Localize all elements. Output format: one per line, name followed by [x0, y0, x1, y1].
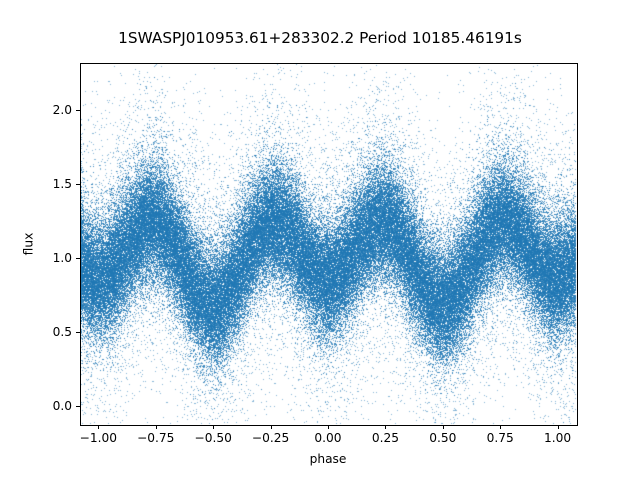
y-tick-mark [76, 110, 80, 111]
x-tick-label: 0.00 [314, 431, 342, 445]
x-tick-mark [213, 425, 214, 429]
y-axis-label-text: flux [21, 232, 35, 255]
y-tick-label: 0.0 [52, 399, 72, 414]
x-tick-mark [443, 425, 444, 429]
x-tick-label: −0.25 [251, 431, 290, 445]
x-tick-label: −0.50 [194, 431, 232, 445]
y-tick-label: 0.5 [52, 325, 72, 340]
x-tick-mark [98, 425, 99, 429]
x-axis-label: phase [309, 452, 347, 466]
x-tick-mark [328, 425, 329, 429]
y-tick-label: 1.0 [52, 251, 72, 266]
x-tick-label: −0.75 [137, 431, 175, 445]
y-tick-mark [76, 332, 80, 333]
x-tick-mark [500, 425, 501, 429]
x-tick-label: 1.00 [544, 431, 572, 445]
y-tick-mark [76, 258, 80, 259]
y-tick-mark [76, 184, 80, 185]
y-tick-label: 1.5 [52, 177, 72, 192]
x-tick-mark [156, 425, 157, 429]
x-tick-label: 0.75 [486, 431, 514, 445]
x-tick-mark [271, 425, 272, 429]
x-tick-label: 0.50 [429, 431, 457, 445]
scatter-plot-canvas [81, 64, 577, 425]
x-tick-label: 0.25 [371, 431, 399, 445]
x-tick-mark [558, 425, 559, 429]
x-tick-label: −1.00 [79, 431, 118, 445]
page-title: 1SWASPJ010953.61+283302.2 Period 10185.4… [118, 29, 522, 47]
x-tick-mark [385, 425, 386, 429]
y-axis-label: flux [20, 63, 36, 424]
y-tick-label: 2.0 [52, 103, 72, 118]
y-tick-mark [76, 406, 80, 407]
